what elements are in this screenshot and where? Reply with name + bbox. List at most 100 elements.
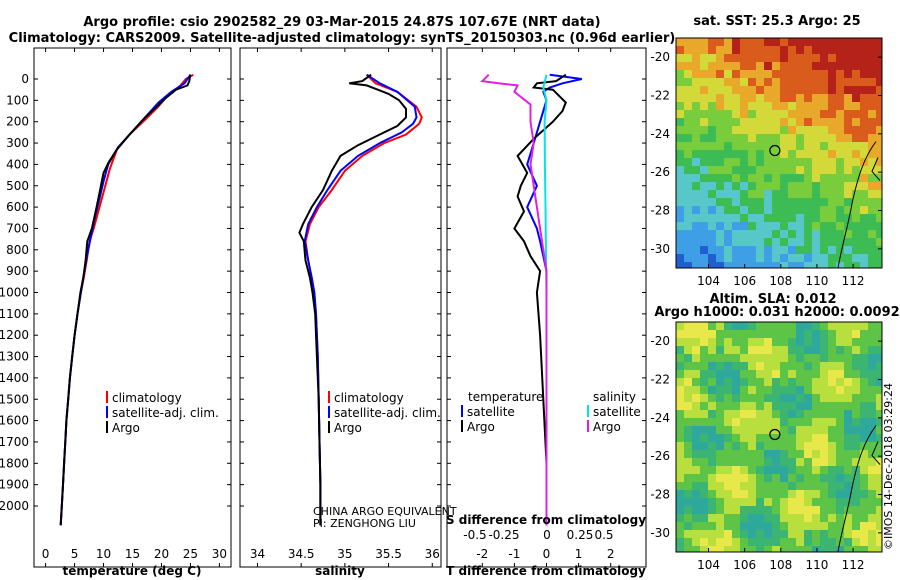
map-cell [676, 506, 685, 515]
map-cell [844, 54, 853, 63]
map-cell [756, 70, 765, 79]
map-cell [836, 38, 845, 47]
map-cell [860, 514, 869, 523]
map-cell [828, 394, 837, 403]
map-cell [700, 214, 709, 223]
map-cell [756, 442, 765, 451]
map-cell [716, 490, 725, 499]
s-tick-label: 0 [543, 528, 551, 542]
map-cell [676, 110, 685, 119]
salinity-series [298, 73, 423, 526]
map-cell [804, 254, 813, 263]
map-cell [756, 490, 765, 499]
map-cell [852, 126, 861, 135]
map-cell [724, 150, 733, 159]
x-tick-label: 34 [250, 547, 265, 561]
map-cell [820, 254, 829, 263]
map-cell [820, 418, 829, 427]
map-cell [812, 386, 821, 395]
map-cell [716, 262, 725, 268]
map-cell [772, 482, 781, 491]
map-cell [772, 262, 781, 268]
map-cell [708, 450, 717, 459]
temperature-x-ticks: 0 5 10 15 20 25 30 [42, 48, 227, 567]
map-cell [852, 78, 861, 87]
map-cell [844, 262, 853, 268]
map-cell [716, 118, 725, 127]
map-cell [852, 150, 861, 159]
map-cell [820, 370, 829, 379]
map-cell [692, 482, 701, 491]
map-cell [700, 254, 709, 263]
map-cell [844, 118, 853, 127]
map-cell [820, 222, 829, 231]
map-cell [676, 246, 685, 255]
map-cell [740, 482, 749, 491]
map-cell [836, 330, 845, 339]
map-cell [716, 498, 725, 507]
map-cell [732, 522, 741, 531]
map-cell [716, 198, 725, 207]
map-cell [700, 166, 709, 175]
map-cell [796, 166, 805, 175]
map-cell [852, 110, 861, 119]
map-cell [708, 158, 717, 167]
map-cell [732, 158, 741, 167]
map-cell [748, 118, 757, 127]
map-cell [860, 410, 869, 419]
map-cell [812, 198, 821, 207]
sst-map [676, 38, 882, 268]
map-cell [828, 346, 837, 355]
x-tick-label: 30 [212, 547, 227, 561]
map-y-tick-label: -30 [650, 242, 670, 256]
map-cell [764, 338, 773, 347]
map-cell [700, 150, 709, 159]
map-cell [684, 78, 693, 87]
map-cell [788, 206, 797, 215]
map-cell [772, 386, 781, 395]
map-cell [764, 78, 773, 87]
map-cell [700, 546, 709, 552]
legend-mark-s-argo [587, 420, 589, 432]
map-cell [772, 474, 781, 483]
map-cell [772, 222, 781, 231]
map-cell [684, 230, 693, 239]
map-cell [844, 94, 853, 103]
map-cell [804, 546, 813, 552]
map-cell [748, 506, 757, 515]
map-cell [764, 166, 773, 175]
map-cell [812, 490, 821, 499]
map-cell [748, 322, 757, 331]
map-cell [724, 346, 733, 355]
map-cell [804, 222, 813, 231]
map-cell [724, 538, 733, 547]
map-cell [764, 482, 773, 491]
map-cell [788, 246, 797, 255]
map-cell [812, 434, 821, 443]
map-cell [788, 126, 797, 135]
map-cell [724, 166, 733, 175]
map-cell [868, 514, 877, 523]
difference-series [480, 73, 583, 526]
map-cell [748, 522, 757, 531]
map-cell [684, 490, 693, 499]
map-cell [860, 54, 869, 63]
map-cell [756, 110, 765, 119]
map-cell [708, 418, 717, 427]
map-cell [684, 458, 693, 467]
map-cell [868, 198, 877, 207]
pressure-tick-label: 1100 [0, 307, 29, 321]
map-x-tick-label: 110 [805, 558, 828, 572]
map-cell [676, 458, 685, 467]
map-cell [700, 386, 709, 395]
map-cell [828, 246, 837, 255]
map-cell [692, 378, 701, 387]
legend-label-t-satellite: satellite [467, 405, 515, 419]
map-cell [732, 482, 741, 491]
map-cell [692, 62, 701, 71]
map-cell [708, 46, 717, 55]
map-cell [692, 474, 701, 483]
map-cell [796, 118, 805, 127]
map-cell [836, 474, 845, 483]
map-cell [724, 410, 733, 419]
